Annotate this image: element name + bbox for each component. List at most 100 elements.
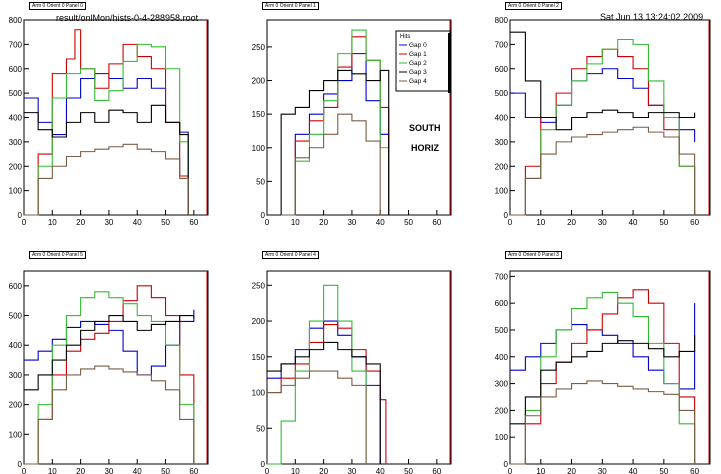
y-tick-label: 200 bbox=[9, 162, 23, 171]
y-tick-label: 600 bbox=[9, 282, 23, 291]
y-tick-label: 250 bbox=[252, 281, 266, 290]
x-tick-label: 20 bbox=[76, 467, 85, 474]
series-gap-4 bbox=[24, 365, 195, 465]
x-tick-label: 60 bbox=[432, 467, 441, 474]
x-tick-label: 0 bbox=[22, 218, 27, 227]
series-gap-1 bbox=[24, 29, 189, 216]
y-tick-label: 600 bbox=[9, 65, 23, 74]
x-tick-label: 50 bbox=[404, 467, 413, 474]
series-gap-2 bbox=[24, 43, 189, 216]
x-tick-label: 10 bbox=[291, 467, 300, 474]
x-tick-label: 10 bbox=[536, 467, 545, 474]
x-tick-label: 50 bbox=[404, 218, 413, 227]
series-gap-4 bbox=[24, 143, 189, 216]
x-tick-label: 30 bbox=[598, 218, 607, 227]
panel-4: 0 10 20 30 40 50 60 0 50 100 150 200 250 bbox=[252, 270, 452, 474]
file-path-label: result/onlMon/hists-0-4-288958.root bbox=[56, 13, 199, 23]
x-tick-label: 10 bbox=[291, 218, 300, 227]
x-tick-label: 10 bbox=[536, 218, 545, 227]
y-tick-label: 500 bbox=[495, 89, 509, 98]
y-tick-label: 200 bbox=[9, 401, 23, 410]
series-gap-3 bbox=[267, 341, 381, 464]
y-tick-label: 50 bbox=[256, 177, 265, 186]
y-tick-label: 100 bbox=[9, 430, 23, 439]
x-tick-label: 0 bbox=[265, 218, 270, 227]
y-tick-label: 300 bbox=[9, 138, 23, 147]
series-gap-3 bbox=[275, 69, 390, 216]
panel-title-1: Arm 0 Orient 0 Panel 1 bbox=[262, 2, 319, 10]
plot-frame bbox=[23, 19, 209, 216]
y-tick-label: 0 bbox=[504, 460, 509, 469]
x-tick-label: 60 bbox=[189, 218, 198, 227]
y-tick-label: 100 bbox=[495, 433, 509, 442]
y-tick-label: 200 bbox=[252, 317, 266, 326]
y-tick-label: 400 bbox=[9, 114, 23, 123]
orientation-label: HORIZ bbox=[411, 143, 439, 153]
x-tick-label: 50 bbox=[659, 218, 668, 227]
x-tick-label: 30 bbox=[104, 467, 113, 474]
x-tick-label: 40 bbox=[376, 467, 385, 474]
x-tick-label: 30 bbox=[104, 218, 113, 227]
series-gap-3 bbox=[510, 335, 696, 425]
y-tick-label: 150 bbox=[252, 353, 266, 362]
x-tick-label: 0 bbox=[508, 218, 513, 227]
series-gap-2 bbox=[510, 38, 696, 216]
y-tick-label: 0 bbox=[261, 211, 266, 220]
series-gap-2 bbox=[510, 291, 696, 465]
legend: Hits Gap 0 Gap 1 Gap 2 Gap 3 Gap 4 bbox=[395, 30, 451, 93]
panel-title-0: Arm 0 Orient 0 Panel 0 bbox=[29, 2, 86, 10]
x-tick-label: 40 bbox=[629, 218, 638, 227]
y-tick-label: 400 bbox=[495, 353, 509, 362]
x-tick-label: 60 bbox=[690, 467, 699, 474]
legend-entry: Gap 4 bbox=[409, 78, 427, 85]
y-tick-label: 100 bbox=[9, 187, 23, 196]
x-tick-label: 10 bbox=[48, 467, 57, 474]
legend-title: Hits bbox=[400, 34, 410, 40]
x-tick-label: 20 bbox=[319, 218, 328, 227]
panel-title-4: Arm 0 Orient 0 Panel 4 bbox=[262, 251, 319, 259]
x-tick-label: 30 bbox=[347, 467, 356, 474]
x-tick-label: 40 bbox=[376, 218, 385, 227]
series-gap-3 bbox=[24, 314, 195, 391]
series-gap-3 bbox=[510, 31, 696, 131]
x-tick-label: 40 bbox=[133, 218, 142, 227]
plot-frame bbox=[266, 270, 452, 465]
x-tick-label: 30 bbox=[598, 467, 607, 474]
x-tick-label: 50 bbox=[659, 467, 668, 474]
y-tick-label: 500 bbox=[9, 89, 23, 98]
y-tick-label: 200 bbox=[252, 77, 266, 86]
x-tick-label: 0 bbox=[508, 467, 513, 474]
x-tick-label: 0 bbox=[22, 467, 27, 474]
y-tick-label: 500 bbox=[9, 312, 23, 321]
y-tick-label: 50 bbox=[256, 424, 265, 433]
y-tick-label: 0 bbox=[18, 460, 23, 469]
legend-shadow bbox=[448, 33, 451, 93]
series-gap-4 bbox=[267, 370, 367, 464]
x-tick-label: 60 bbox=[690, 218, 699, 227]
x-tick-label: 10 bbox=[48, 218, 57, 227]
y-tick-label: 300 bbox=[495, 138, 509, 147]
x-tick-label: 20 bbox=[567, 218, 576, 227]
x-tick-label: 20 bbox=[319, 467, 328, 474]
x-tick-label: 40 bbox=[133, 467, 142, 474]
series-gap-4 bbox=[510, 380, 696, 465]
y-tick-label: 0 bbox=[261, 460, 266, 469]
y-tick-label: 400 bbox=[495, 114, 509, 123]
y-tick-label: 400 bbox=[9, 341, 23, 350]
y-tick-label: 250 bbox=[252, 43, 266, 52]
y-tick-label: 700 bbox=[9, 40, 23, 49]
y-tick-label: 700 bbox=[495, 40, 509, 49]
series-gap-2 bbox=[24, 291, 195, 465]
y-tick-label: 200 bbox=[495, 406, 509, 415]
plot-frame bbox=[23, 270, 209, 465]
y-tick-label: 100 bbox=[252, 389, 266, 398]
series-gap-4 bbox=[510, 126, 696, 216]
legend-entry: Gap 2 bbox=[409, 60, 427, 67]
x-tick-label: 50 bbox=[161, 467, 170, 474]
panel-title-5: Arm 0 Orient 0 Panel 5 bbox=[29, 251, 86, 259]
